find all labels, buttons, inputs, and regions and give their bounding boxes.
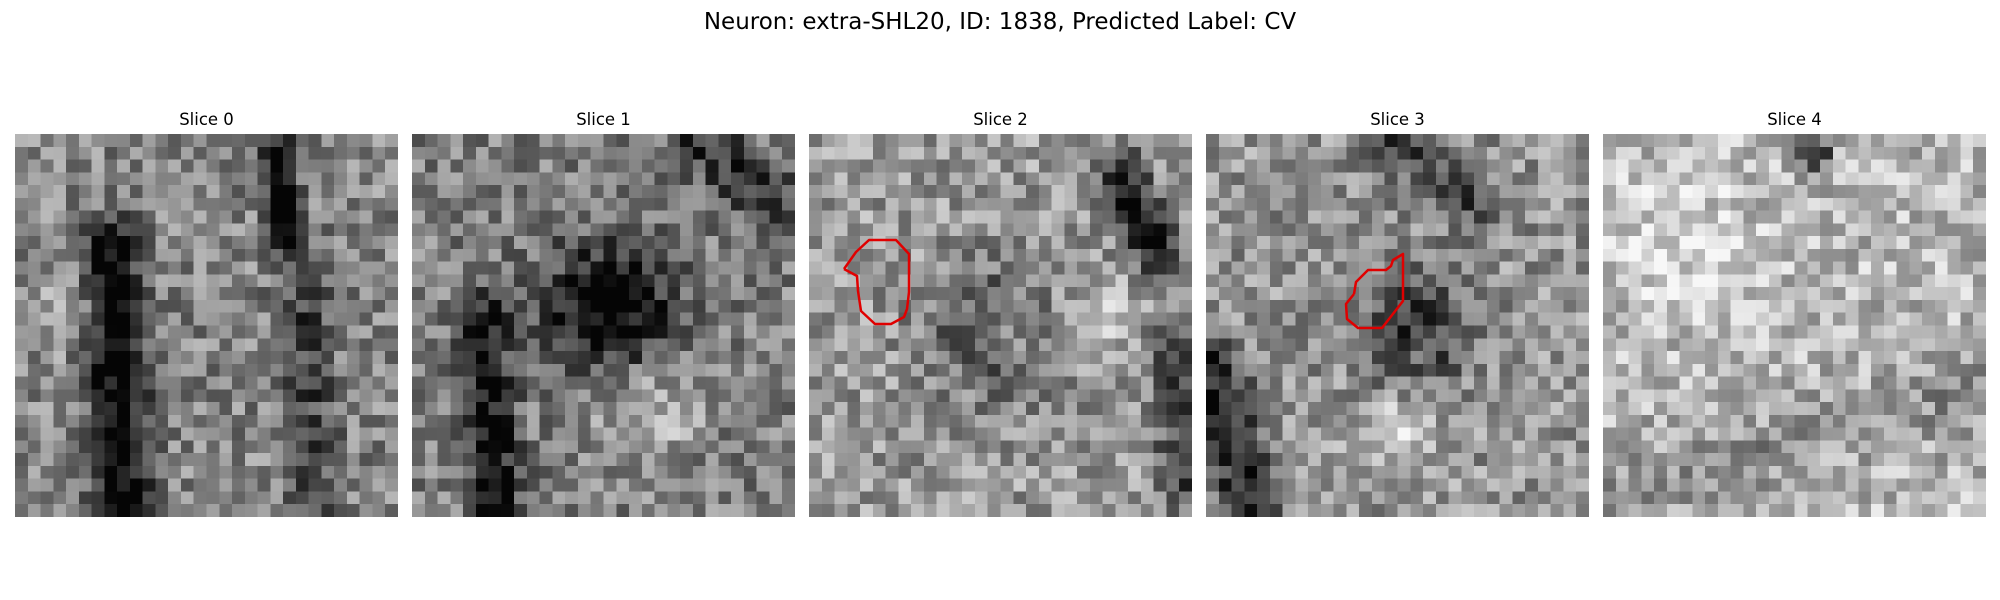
slice-title: Slice 3 (1370, 110, 1425, 129)
slice-title: Slice 2 (973, 110, 1028, 129)
slice-image (1603, 134, 1986, 517)
slice-image (1206, 134, 1589, 517)
figure-title: Neuron: extra-SHL20, ID: 1838, Predicted… (703, 9, 1297, 35)
slice-image (809, 134, 1192, 517)
slice-panel-4: Slice 4 (1603, 108, 1986, 517)
slice-panel-3: Slice 3 (1206, 108, 1589, 517)
slice-panel-1: Slice 1 (412, 108, 795, 517)
slice-image (15, 134, 398, 517)
slice-title: Slice 4 (1767, 110, 1822, 129)
slice-panel-2: Slice 2 (809, 108, 1192, 517)
slice-image (412, 134, 795, 517)
slice-panel-0: Slice 0 (15, 108, 398, 517)
slice-title: Slice 0 (179, 110, 234, 129)
slice-title: Slice 1 (576, 110, 631, 129)
